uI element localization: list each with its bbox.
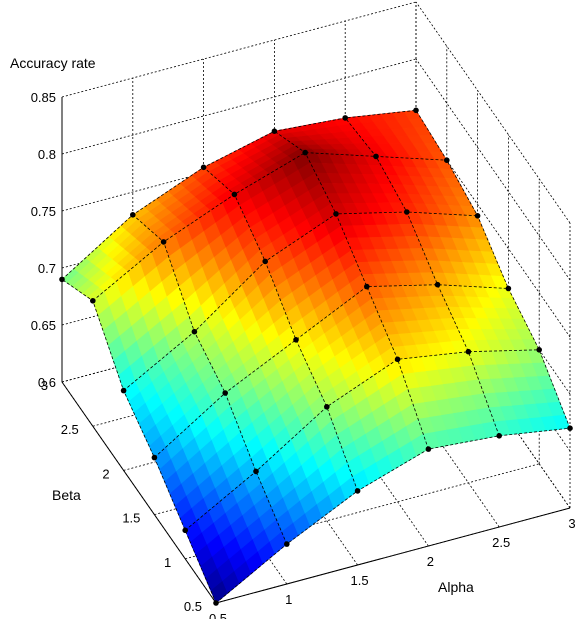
z-axis-label: Accuracy rate [10, 55, 96, 71]
data-point [262, 258, 269, 265]
mesh-line-alpha [61, 279, 217, 604]
data-point [120, 387, 127, 394]
z-tick-label: 0.85 [31, 90, 56, 105]
axis-line [215, 507, 571, 604]
data-point [444, 157, 450, 163]
z-tick-label: 0.7 [38, 261, 56, 276]
data-point [222, 390, 228, 396]
mesh-line-alpha [415, 110, 571, 429]
mesh-line-beta [61, 109, 417, 280]
y-tick-label: 0.5 [184, 599, 202, 614]
mesh-line-alpha [203, 166, 358, 492]
data-point [213, 600, 219, 606]
y-tick-label: 1.5 [122, 511, 140, 526]
data-point [324, 404, 330, 410]
data-point [536, 347, 542, 353]
data-point [342, 115, 349, 121]
mesh-line-beta [92, 152, 447, 302]
data-point [425, 446, 432, 452]
data-point [59, 276, 65, 283]
axis-line [61, 381, 217, 604]
x-tick-label: 0.5 [209, 611, 227, 619]
data-point [474, 213, 481, 219]
data-point [302, 149, 309, 156]
data-point [271, 128, 278, 134]
data-point [373, 153, 379, 160]
data-point [394, 356, 401, 363]
mesh-line-beta [184, 349, 540, 531]
x-tick-label: 1 [285, 592, 292, 607]
y-tick-label: 2 [102, 466, 109, 481]
data-point [333, 211, 339, 217]
data-point [354, 488, 361, 494]
data-point [182, 527, 188, 534]
data-point [200, 164, 207, 171]
z-tick-label: 0.6 [38, 375, 56, 390]
data-point [293, 337, 299, 343]
y-axis-label: Beta [52, 487, 81, 503]
data-point [404, 209, 410, 215]
data-point [231, 191, 238, 198]
data-point [284, 541, 290, 547]
surface [61, 109, 571, 604]
back-wall-grid-horizontal [61, 58, 417, 155]
x-tick-label: 1.5 [351, 573, 369, 588]
data-point [496, 433, 503, 439]
z-tick-label: 0.75 [31, 204, 56, 219]
data-point [160, 239, 167, 245]
x-axis-label: Alpha [438, 579, 474, 595]
mesh-line-alpha [132, 214, 288, 545]
data-point [151, 454, 158, 461]
data-point [90, 298, 96, 304]
back-wall-grid-horizontal [61, 1, 417, 98]
mesh-line-beta [215, 427, 571, 604]
x-tick-label: 2 [427, 554, 434, 569]
x-tick-label: 2.5 [492, 535, 510, 550]
mesh-line-beta [123, 211, 478, 391]
data-point [434, 281, 441, 288]
data-point [567, 425, 573, 432]
data-point [505, 285, 512, 292]
data-point [253, 468, 259, 475]
z-tick-label: 0.8 [38, 147, 56, 162]
mesh-line-beta [154, 284, 509, 458]
data-point [364, 283, 370, 290]
side-wall-grid-horizontal [415, 58, 571, 281]
x-tick-label: 3 [568, 516, 575, 531]
tick-labels: 0.6 0.65 0.7 0.75 0.8 0.85 0.5 1 1.5 2 2.5 3 0.5 1 1.5… [31, 90, 576, 619]
z-tick-label: 0.65 [31, 318, 56, 333]
data-point [130, 212, 136, 218]
y-tick-label: 1 [164, 555, 171, 570]
side-wall-grid-horizontal [415, 1, 571, 224]
y-tick-label: 2.5 [61, 422, 79, 437]
mesh-line-alpha [274, 130, 429, 450]
data-point [413, 107, 419, 114]
mesh-line-alpha [344, 117, 500, 436]
y-tick-label: 3 [41, 378, 48, 393]
data-point [465, 348, 472, 355]
surface-mesh [59, 107, 573, 606]
data-point [191, 328, 198, 335]
